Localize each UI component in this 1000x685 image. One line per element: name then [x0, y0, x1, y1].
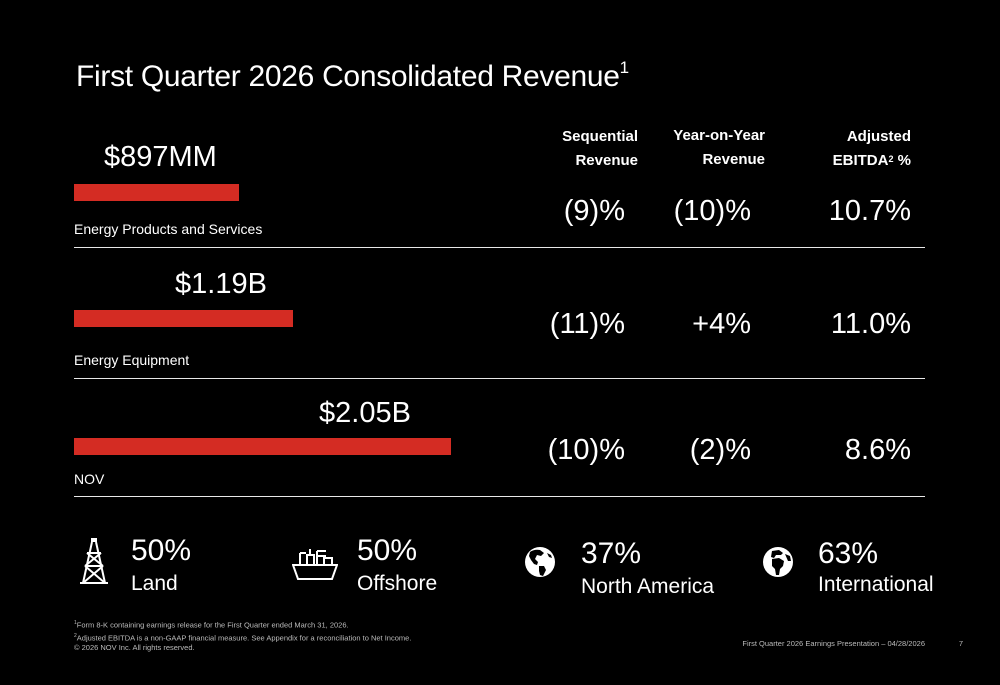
yoy-revenue-value: +4% — [692, 308, 751, 340]
international-percentage: 63% — [818, 537, 879, 570]
row-divider — [74, 496, 925, 497]
segment-label: Energy Products and Services — [74, 221, 263, 237]
adjusted-ebitda-value: 10.7% — [828, 195, 911, 227]
segment-revenue-amount: $1.19B — [175, 268, 267, 300]
adjusted-ebitda-value: 11.0% — [830, 308, 911, 340]
offshore-percentage: 50% — [357, 534, 418, 567]
row-divider — [74, 378, 925, 379]
segment-revenue-bar — [74, 438, 451, 455]
international-label: International — [818, 573, 934, 596]
segment-label: NOV — [74, 471, 105, 487]
page-number: 7 — [958, 639, 963, 648]
sequential-revenue-value: (10)% — [547, 434, 625, 466]
footnote-1: 1Form 8-K containing earnings release fo… — [74, 620, 349, 630]
presentation-footer: First Quarter 2026 Earnings Presentation… — [742, 639, 925, 648]
yoy-revenue-value: (2)% — [689, 434, 751, 466]
offshore-platform-icon — [292, 547, 338, 581]
globe-africa-icon — [762, 545, 794, 579]
sequential-revenue-value: (11)% — [549, 308, 625, 340]
header-yoy-revenue: Year-on-Year Revenue — [673, 127, 765, 168]
footnote-2: 2Adjusted EBITDA is a non-GAAP financial… — [74, 632, 412, 643]
north-america-percentage: 37% — [581, 537, 642, 570]
row-divider — [74, 247, 925, 248]
north-america-label: North America — [581, 575, 715, 598]
header-sequential-revenue: Sequential Revenue — [562, 128, 638, 169]
segment-revenue-bar — [74, 310, 293, 327]
offshore-label: Offshore — [357, 572, 438, 595]
yoy-revenue-value: (10)% — [673, 195, 751, 227]
segment-revenue-amount: $897MM — [104, 141, 217, 173]
adjusted-ebitda-value: 8.6% — [844, 434, 911, 466]
segment-revenue-amount: $2.05B — [319, 397, 411, 429]
segment-label: Energy Equipment — [74, 352, 190, 368]
land-label: Land — [131, 572, 178, 595]
drilling-rig-icon — [80, 537, 108, 585]
page-title: First Quarter 2026 Consolidated Revenue1 — [76, 58, 629, 93]
segment-revenue-bar — [74, 184, 239, 201]
copyright: © 2026 NOV Inc. All rights reserved. — [74, 643, 195, 652]
land-percentage: 50% — [131, 534, 192, 567]
sequential-revenue-value: (9)% — [563, 195, 625, 227]
footnotes: 1Form 8-K containing earnings release fo… — [74, 618, 411, 653]
header-adjusted-ebitda: Adjusted EBITDA2 % — [832, 128, 911, 169]
globe-americas-icon — [524, 545, 556, 579]
